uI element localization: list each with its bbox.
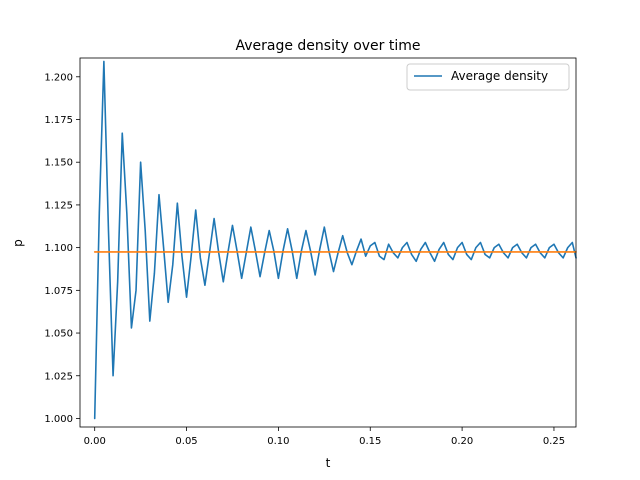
y-tick-label: 1.125 <box>44 200 73 211</box>
y-tick-label: 1.175 <box>44 115 73 126</box>
y-tick-label: 1.075 <box>44 286 73 297</box>
plot-frame <box>79 57 577 428</box>
x-tick-label: 0.15 <box>359 436 381 447</box>
x-axis-ticks: 0.00 0.05 0.10 0.15 0.20 0.25 <box>84 427 565 447</box>
x-tick-label: 0.05 <box>175 436 197 447</box>
y-tick-label: 1.050 <box>44 329 73 340</box>
x-tick-label: 0.25 <box>543 436 565 447</box>
legend: Average density <box>406 63 570 91</box>
y-tick-label: 1.000 <box>44 414 73 425</box>
y-axis-ticks: 1.000 1.025 1.050 1.075 1.100 1.125 1.150 1.175… <box>44 72 80 425</box>
legend-box <box>406 63 570 91</box>
x-axis-label: t <box>326 456 331 470</box>
chart-title: Average density over time <box>235 38 420 54</box>
x-tick-label: 0.00 <box>84 436 106 447</box>
y-tick-label: 1.150 <box>44 158 73 169</box>
y-tick-label: 1.100 <box>44 243 73 254</box>
x-tick-label: 0.20 <box>451 436 473 447</box>
legend-label-average-density: Average density <box>451 69 548 83</box>
series-layer <box>93 60 577 420</box>
y-tick-label: 1.200 <box>44 72 73 83</box>
y-axis-label: p <box>11 239 25 247</box>
y-tick-label: 1.025 <box>44 371 73 382</box>
series-line-average-density <box>93 60 577 420</box>
x-tick-label: 0.10 <box>267 436 289 447</box>
